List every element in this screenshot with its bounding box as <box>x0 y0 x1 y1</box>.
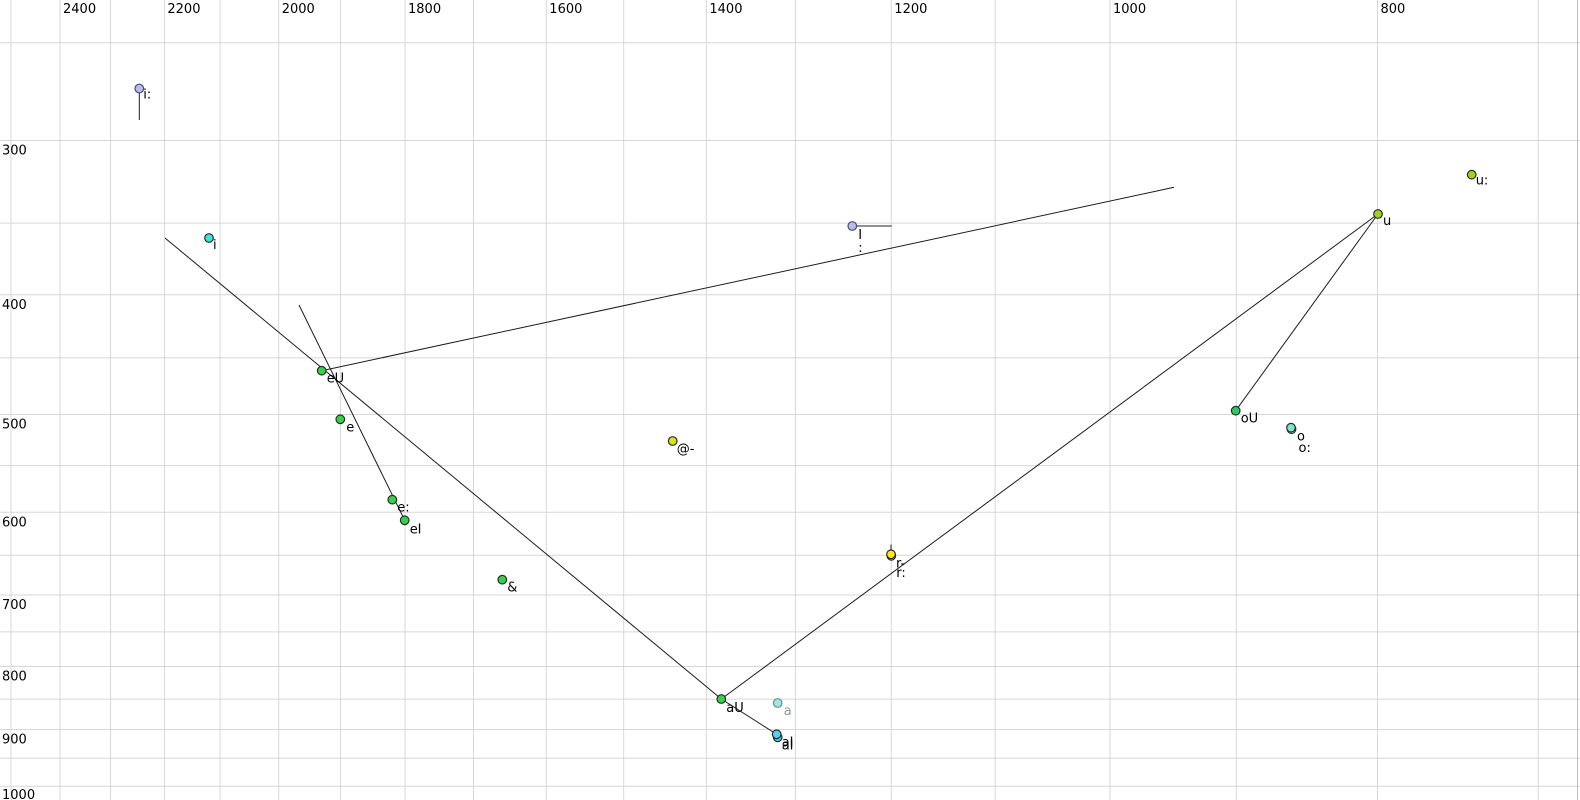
y-axis-tick-label-500: 500 <box>2 418 27 433</box>
data-point-u-17 <box>1373 209 1383 219</box>
trajectory-aU-aI <box>721 698 777 735</box>
data-point-eU-14 <box>316 365 327 376</box>
data-point-&-6 <box>497 574 508 585</box>
data-point-label-eU: eU <box>327 372 345 387</box>
trajectory-oU-u <box>1235 213 1379 411</box>
data-point-label-&: & <box>507 581 517 596</box>
data-point-label-r-: r- <box>896 556 906 571</box>
data-point-i-15 <box>204 233 214 243</box>
data-point-label-u: u <box>1383 214 1391 229</box>
y-axis-tick-label-700: 700 <box>2 598 27 613</box>
data-point-aU-5 <box>716 694 727 704</box>
x-axis-tick-label-2000: 2000 <box>282 2 315 17</box>
data-point-label-eI: eI <box>410 522 422 537</box>
data-point-label-aI: aI <box>782 738 794 753</box>
x-axis-tick-label-1000: 1000 <box>1113 2 1146 17</box>
data-point-label-e:: e: <box>397 501 409 516</box>
data-point-label-aI: aI <box>782 735 794 750</box>
x-axis-tick-label-1200: 1200 <box>894 2 927 17</box>
data-point-aI-3 <box>771 729 782 740</box>
y-axis-tick-label-900: 900 <box>2 733 27 748</box>
x-axis-tick-label-1600: 1600 <box>549 2 582 17</box>
data-point-label-aU: aU <box>726 701 743 716</box>
trajectory-eI <box>298 304 406 521</box>
trajectory-i-aU <box>164 237 722 700</box>
y-axis-tick-label-800: 800 <box>2 670 27 685</box>
data-point-label-u:: u: <box>1476 174 1489 189</box>
y-axis-tick-label-400: 400 <box>2 298 27 313</box>
data-point-label-@-: @- <box>677 442 695 457</box>
data-point-label-o: o <box>1297 430 1305 445</box>
x-axis-tick-label-2200: 2200 <box>167 2 200 17</box>
data-point-e-12 <box>335 414 346 425</box>
y-axis-tick-label-600: 600 <box>2 515 27 530</box>
data-point-@--10 <box>667 436 678 446</box>
y-axis-tick-label-300: 300 <box>2 144 27 159</box>
data-point-u:-18 <box>1466 169 1477 180</box>
data-point-oU-13 <box>1230 405 1241 416</box>
x-axis-tick-label-2400: 2400 <box>63 2 96 17</box>
data-point-e:-9 <box>387 494 398 505</box>
data-point-i:-19 <box>134 83 145 94</box>
data-point-label-I: I <box>858 228 862 243</box>
data-point-a-4 <box>772 698 783 708</box>
data-point-eI-8 <box>399 515 410 526</box>
trajectory-eU <box>321 186 1175 372</box>
data-point-label-e: e <box>346 420 354 435</box>
trajectory-aU-u <box>721 213 1379 700</box>
data-point-o-11 <box>1286 422 1296 433</box>
data-point-label-o:: o: <box>1299 441 1311 456</box>
data-point-label-oU: oU <box>1241 412 1258 427</box>
x-axis-tick-label-1400: 1400 <box>709 2 742 17</box>
data-point-label-r:: r: <box>896 566 906 581</box>
data-point-label-a: a <box>784 704 792 719</box>
data-point-I:-16 <box>847 221 858 231</box>
data-point-label-:: : <box>858 241 862 256</box>
data-point-label-i: i <box>213 238 217 253</box>
x-axis-tick-label-800: 800 <box>1381 2 1406 17</box>
data-point-r--7 <box>886 549 896 560</box>
data-point-label-i:: i: <box>143 88 151 103</box>
y-axis-tick-label-1000: 1000 <box>2 788 35 800</box>
x-axis-tick-label-1800: 1800 <box>408 2 441 17</box>
